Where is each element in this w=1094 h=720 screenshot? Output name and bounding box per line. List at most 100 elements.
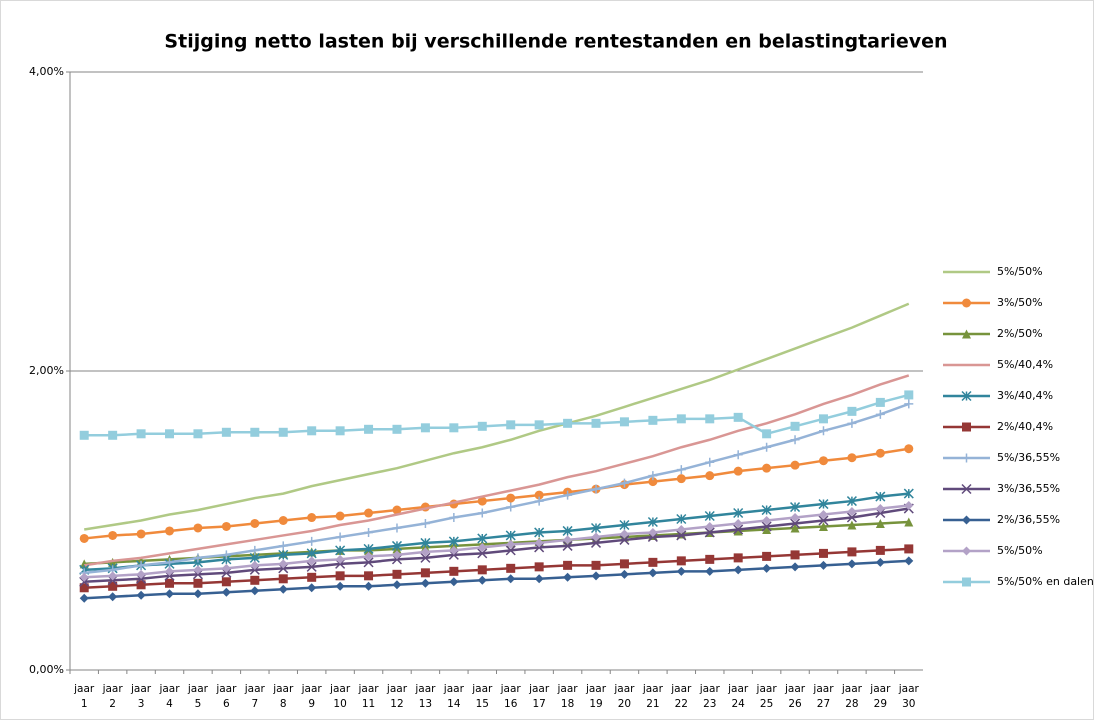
x-tick-label: jaar 13 <box>415 683 436 710</box>
x-tick-label: jaar 17 <box>529 683 550 710</box>
marker <box>818 560 828 570</box>
x-tick-label: jaar 1 <box>74 683 95 710</box>
marker <box>818 414 828 424</box>
x-tick-label: jaar 6 <box>216 683 237 710</box>
series-line <box>84 374 910 567</box>
marker <box>79 572 89 582</box>
x-tick-label: jaar 27 <box>813 683 834 710</box>
marker <box>563 560 573 570</box>
marker <box>904 517 914 527</box>
marker <box>904 399 914 409</box>
marker <box>761 505 772 516</box>
marker <box>136 569 146 579</box>
marker <box>705 414 715 424</box>
marker <box>705 521 715 531</box>
marker <box>676 414 686 424</box>
marker <box>790 550 800 560</box>
marker <box>420 518 430 528</box>
x-tick-label: jaar 30 <box>898 683 919 710</box>
marker <box>619 478 629 488</box>
marker <box>705 566 715 576</box>
marker <box>392 550 402 560</box>
marker <box>477 508 487 518</box>
marker <box>307 536 317 546</box>
marker <box>506 539 516 549</box>
marker <box>477 496 487 506</box>
legend-label: 2%/40,4% <box>997 420 1053 433</box>
marker <box>108 430 118 440</box>
marker <box>392 505 402 515</box>
marker <box>278 427 288 437</box>
x-tick-label: jaar 19 <box>585 683 607 710</box>
marker <box>505 530 516 541</box>
series-line <box>84 447 909 540</box>
marker <box>250 545 260 555</box>
marker <box>391 540 403 551</box>
marker <box>364 508 374 518</box>
marker <box>193 429 203 439</box>
y-tick-label: 2,00% <box>29 364 64 377</box>
marker <box>733 466 743 476</box>
marker <box>221 577 231 587</box>
marker <box>676 530 687 541</box>
marker <box>221 521 231 531</box>
marker <box>335 532 345 542</box>
marker <box>449 423 459 433</box>
marker <box>961 390 972 402</box>
marker <box>647 516 658 528</box>
x-tick-label: jaar 15 <box>472 683 493 710</box>
marker <box>847 406 857 416</box>
marker <box>193 553 203 563</box>
series-line <box>84 302 910 531</box>
marker <box>506 420 516 430</box>
marker <box>563 535 573 545</box>
marker <box>477 421 487 431</box>
marker <box>335 581 345 591</box>
marker <box>591 532 601 542</box>
marker <box>335 426 345 436</box>
legend-label: 3%/36,55% <box>997 482 1060 495</box>
marker <box>221 427 231 437</box>
marker <box>961 483 972 495</box>
marker <box>962 298 971 308</box>
marker <box>165 578 175 588</box>
legend-label: 2%/36,55% <box>997 513 1060 526</box>
series-line <box>84 402 910 575</box>
marker <box>790 421 800 431</box>
marker <box>904 444 914 454</box>
marker <box>705 457 715 467</box>
marker <box>648 471 658 481</box>
marker <box>563 572 573 582</box>
marker <box>563 490 573 500</box>
series-line <box>84 507 909 584</box>
marker <box>590 522 602 534</box>
marker <box>846 512 857 523</box>
marker <box>534 490 544 500</box>
marker <box>534 527 545 538</box>
marker <box>705 554 715 564</box>
marker <box>962 515 971 525</box>
marker <box>676 524 686 534</box>
marker <box>136 560 146 570</box>
marker <box>733 450 743 460</box>
marker <box>818 456 828 466</box>
marker <box>392 569 402 579</box>
marker <box>278 541 288 551</box>
marker <box>875 397 885 407</box>
marker <box>875 504 885 514</box>
marker <box>364 527 374 537</box>
chart-title: Stijging netto lasten bij verschillende … <box>164 31 947 53</box>
marker <box>506 563 516 573</box>
marker <box>278 574 288 584</box>
marker <box>818 426 828 436</box>
marker <box>193 589 203 599</box>
series <box>79 390 914 440</box>
marker <box>847 453 857 463</box>
marker <box>250 427 260 437</box>
marker <box>648 477 658 487</box>
x-tick-label: jaar 10 <box>330 683 351 710</box>
marker <box>818 510 828 520</box>
x-tick-label: jaar 2 <box>102 683 123 710</box>
series <box>79 544 914 593</box>
marker <box>762 524 772 534</box>
